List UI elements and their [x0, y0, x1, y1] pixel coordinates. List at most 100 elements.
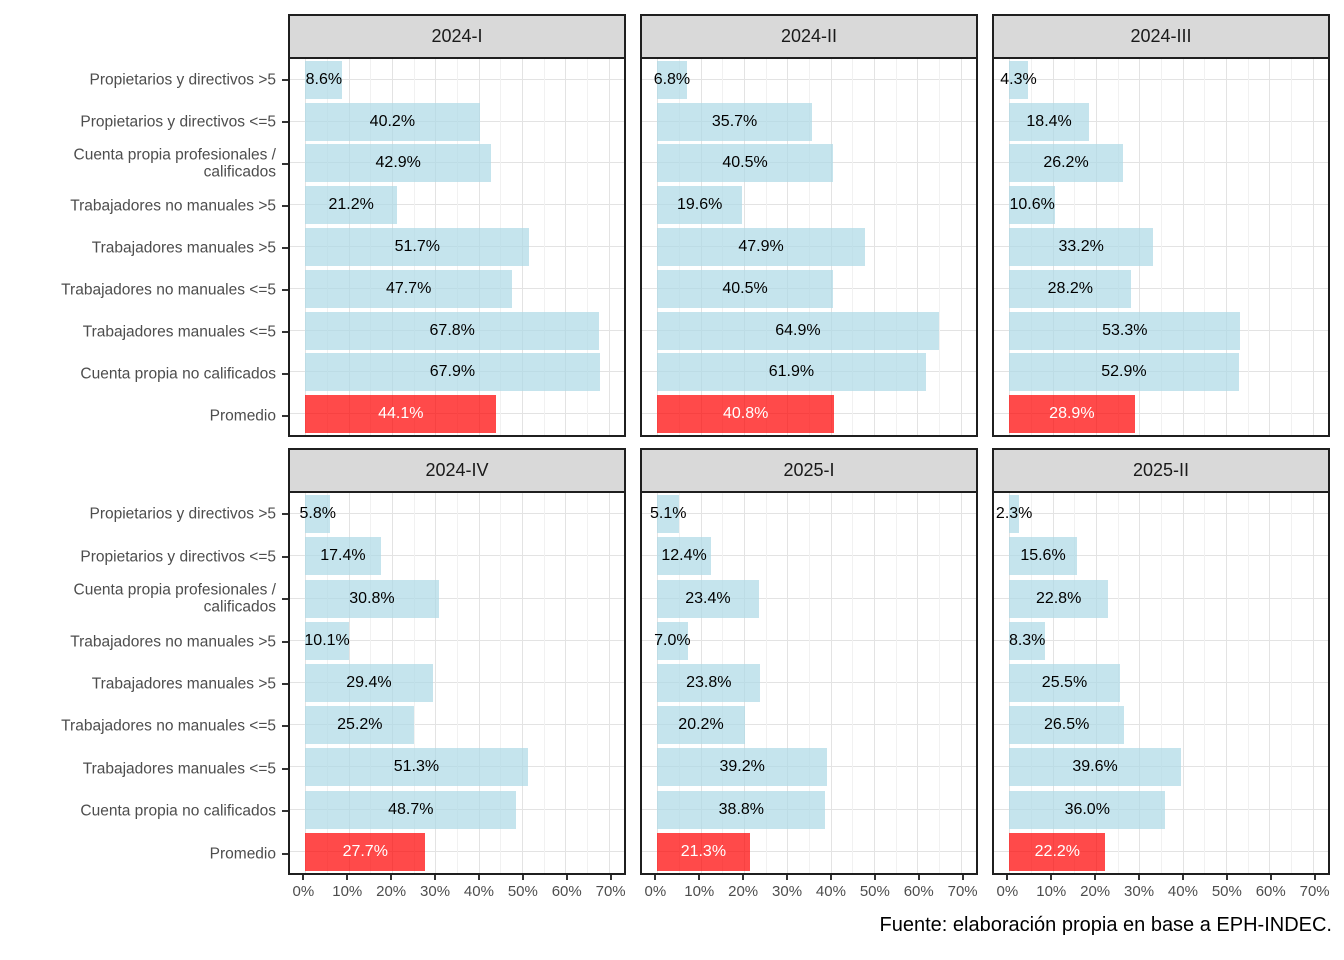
- gridline-minor: [543, 59, 545, 435]
- bar: [305, 664, 433, 702]
- bar: [657, 60, 687, 99]
- bar: [305, 495, 331, 534]
- bar: [305, 706, 415, 745]
- bar: [657, 311, 939, 350]
- x-axis-tick: [565, 875, 568, 880]
- bar: [305, 311, 600, 350]
- y-axis-tick: [282, 120, 288, 123]
- x-axis-tick: [1050, 875, 1053, 880]
- bar-value-label: 15.6%: [1020, 547, 1066, 565]
- x-axis-tick-label: 60%: [551, 883, 582, 900]
- gridline-major: [1312, 59, 1314, 435]
- x-axis-tick-label: 60%: [1255, 883, 1286, 900]
- bar: [657, 579, 759, 618]
- bar-value-label: 28.2%: [1047, 279, 1094, 297]
- panel-plot-area: 5.8% 17.4% 30.8% 10.1% 29.4% 25.2% 51.3% 48.7% 2…: [288, 493, 626, 875]
- bar: [305, 790, 517, 829]
- bar-value-label: 22.2%: [1034, 842, 1081, 860]
- gridline-major: [874, 493, 876, 873]
- gridline-major: [1182, 493, 1184, 873]
- panel-plot-area: 8.6% 40.2% 42.9% 21.2% 51.7% 47.7% 67.8% 67.9% 4…: [288, 59, 626, 437]
- bar-value-label: 26.2%: [1043, 154, 1089, 172]
- bar: [657, 186, 743, 225]
- bar: [657, 664, 761, 702]
- bar-value-label: 44.1%: [378, 405, 424, 423]
- bar-value-label: 39.2%: [719, 758, 765, 776]
- bar: [305, 228, 530, 266]
- bar: [1009, 495, 1020, 534]
- facet-panel: 2024-II 6.8% 35.7% 40.5% 19.6% 47.9% 40.5% 64.9…: [640, 14, 978, 437]
- x-axis-tick-label: 40%: [1167, 883, 1198, 900]
- y-axis-label: Trabajadores manuales <=5: [82, 760, 276, 778]
- y-axis-label: Cuenta propia no calificados: [80, 802, 276, 820]
- bar-value-label: 40.5%: [722, 154, 768, 172]
- x-axis-tick: [917, 875, 920, 880]
- gridline-major: [1226, 493, 1228, 873]
- bar: [1009, 621, 1046, 660]
- gridline-major: [522, 493, 524, 873]
- x-axis-tick-label: 70%: [1299, 883, 1330, 900]
- bar-value-label: 23.8%: [686, 674, 732, 691]
- y-axis-label: Cuenta propia profesionales / calificado…: [73, 146, 277, 181]
- x-axis-tick-label: 0%: [644, 883, 667, 900]
- y-axis-label: Promedio: [209, 845, 276, 863]
- x-axis-tick-label: 0%: [996, 883, 1019, 900]
- bar-value-label: 8.3%: [1008, 631, 1046, 649]
- bar-value-label: 53.3%: [1102, 321, 1148, 339]
- bar: [657, 748, 828, 787]
- gridline-major: [608, 59, 610, 435]
- gridline-major: [787, 493, 789, 873]
- bar: [657, 144, 833, 183]
- bar-value-label: 25.5%: [1041, 674, 1088, 691]
- bar-value-label: 4.3%: [1000, 70, 1037, 88]
- y-axis-tick: [282, 513, 288, 516]
- x-axis-tick-label: 70%: [947, 883, 978, 900]
- bar-value-label: 5.8%: [299, 505, 336, 523]
- bar-value-label: 48.7%: [388, 800, 434, 818]
- gridline-major: [917, 493, 919, 873]
- bar-value-label: 40.5%: [722, 279, 768, 297]
- bar: [305, 269, 513, 308]
- x-axis-tick-label: 20%: [1080, 883, 1111, 900]
- bar-value-label: 51.3%: [393, 758, 440, 776]
- facet-title: 2025-I: [640, 448, 978, 493]
- bar-value-label: 2.3%: [995, 505, 1033, 523]
- y-axis-tick: [282, 555, 288, 558]
- x-axis-tick: [873, 875, 876, 880]
- bar: [1009, 186, 1056, 225]
- x-axis-tick-label: 20%: [728, 883, 759, 900]
- y-axis-tick: [282, 289, 288, 291]
- gridline-major: [565, 59, 567, 435]
- y-axis-label: Promedio: [209, 407, 276, 425]
- bar: [657, 621, 688, 660]
- gridline-major: [478, 493, 480, 873]
- x-axis-tick: [742, 875, 745, 880]
- bar-promedio: [305, 832, 426, 871]
- x-axis-tick-label: 10%: [332, 883, 363, 900]
- panel-plot-area: 6.8% 35.7% 40.5% 19.6% 47.9% 40.5% 64.9% 61.9% 4…: [640, 59, 978, 437]
- bar-value-label: 10.1%: [304, 631, 350, 649]
- bar: [1009, 102, 1089, 141]
- y-axis-tick: [282, 683, 288, 685]
- bar: [1009, 790, 1166, 829]
- bar: [1009, 311, 1241, 350]
- bar: [1009, 537, 1077, 576]
- y-axis-tick: [282, 640, 288, 643]
- x-axis-tick-label: 10%: [1036, 883, 1067, 900]
- gridline-major: [874, 59, 876, 435]
- bar-value-label: 47.9%: [738, 238, 784, 255]
- bar: [1009, 748, 1181, 787]
- bar-promedio: [657, 832, 750, 871]
- x-axis-tick: [698, 875, 701, 880]
- bar-value-label: 18.4%: [1026, 112, 1072, 130]
- y-axis-label: Propietarios y directivos <=5: [80, 113, 276, 131]
- bar: [1009, 353, 1239, 392]
- x-axis-tick: [786, 875, 789, 880]
- x-axis-tick: [346, 875, 349, 880]
- y-axis-tick: [282, 331, 288, 333]
- bar: [1009, 706, 1125, 745]
- facet-title: 2024-IV: [288, 448, 626, 493]
- y-axis-labels: Propietarios y directivos >5 Propietarios…: [0, 493, 288, 875]
- x-axis-tick: [654, 875, 657, 880]
